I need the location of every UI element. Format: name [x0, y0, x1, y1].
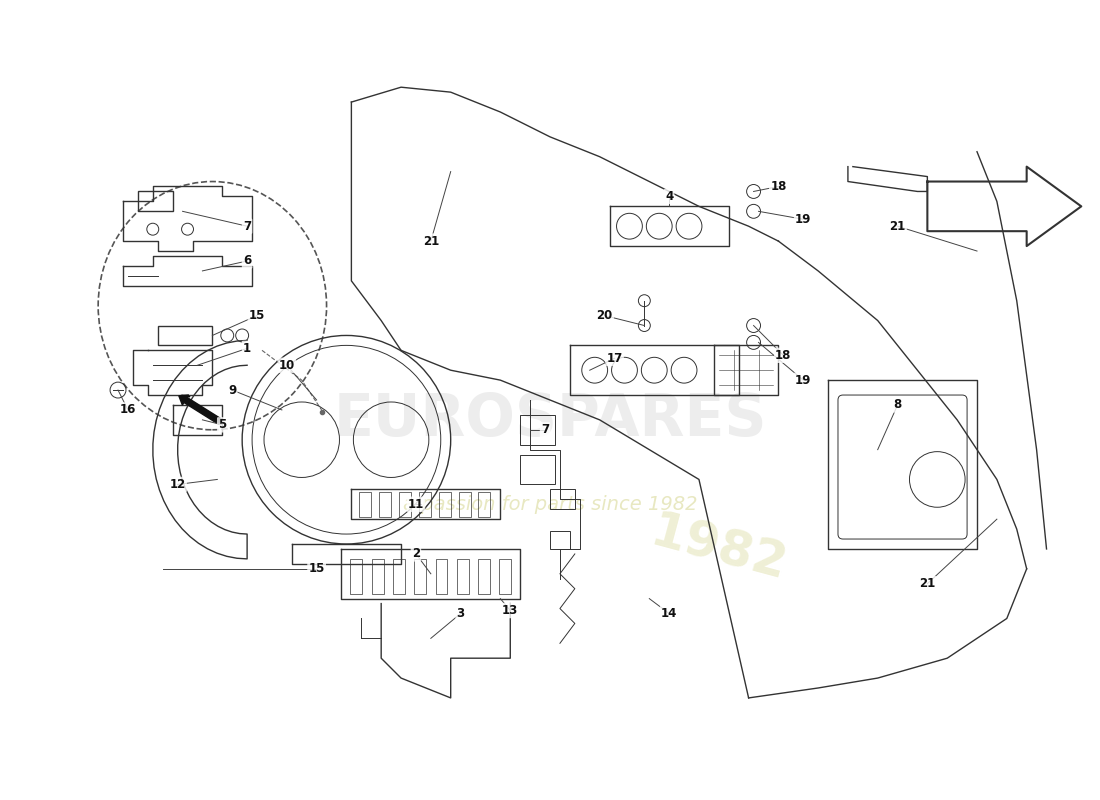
Text: 11: 11 [408, 498, 425, 510]
Bar [351, 559, 362, 594]
Bar [456, 559, 469, 594]
Text: 7: 7 [243, 220, 251, 233]
Bar [436, 559, 448, 594]
FancyArrow shape [179, 395, 222, 424]
Text: 3: 3 [456, 607, 464, 620]
Text: 15: 15 [249, 309, 265, 322]
Text: 16: 16 [120, 403, 136, 417]
Bar [399, 492, 411, 517]
Text: 1: 1 [243, 342, 251, 355]
Bar [478, 492, 491, 517]
Text: 10: 10 [278, 358, 295, 372]
Text: 14: 14 [661, 607, 678, 620]
Bar [372, 559, 384, 594]
Text: EUROSPARES: EUROSPARES [333, 391, 767, 448]
Text: 12: 12 [169, 478, 186, 491]
Text: 13: 13 [503, 604, 518, 617]
Bar [360, 492, 372, 517]
Bar [419, 492, 431, 517]
Bar [520, 415, 556, 445]
Text: 8: 8 [893, 398, 902, 411]
Text: 5: 5 [218, 418, 227, 431]
Bar [459, 492, 471, 517]
Text: 9: 9 [228, 383, 236, 397]
Text: 21: 21 [920, 578, 935, 590]
Text: 2: 2 [411, 547, 420, 561]
Bar [415, 559, 426, 594]
Bar [499, 559, 512, 594]
Bar [520, 454, 556, 485]
Text: 7: 7 [541, 423, 549, 436]
Text: 19: 19 [795, 374, 812, 386]
Bar [550, 531, 570, 549]
Text: 6: 6 [243, 254, 251, 267]
Text: a passion for parts since 1982: a passion for parts since 1982 [403, 494, 697, 514]
Bar [393, 559, 405, 594]
Bar [478, 559, 490, 594]
Text: 20: 20 [596, 309, 613, 322]
Bar [550, 490, 575, 510]
Text: 18: 18 [770, 180, 786, 193]
Bar [439, 492, 451, 517]
Bar [379, 492, 392, 517]
Text: 1982: 1982 [646, 508, 792, 590]
Text: 21: 21 [422, 234, 439, 248]
Text: 4: 4 [666, 190, 673, 203]
Text: 21: 21 [890, 220, 905, 233]
Text: 19: 19 [795, 213, 812, 226]
Text: 15: 15 [308, 562, 324, 575]
Text: 18: 18 [776, 349, 792, 362]
Text: 17: 17 [606, 352, 623, 365]
